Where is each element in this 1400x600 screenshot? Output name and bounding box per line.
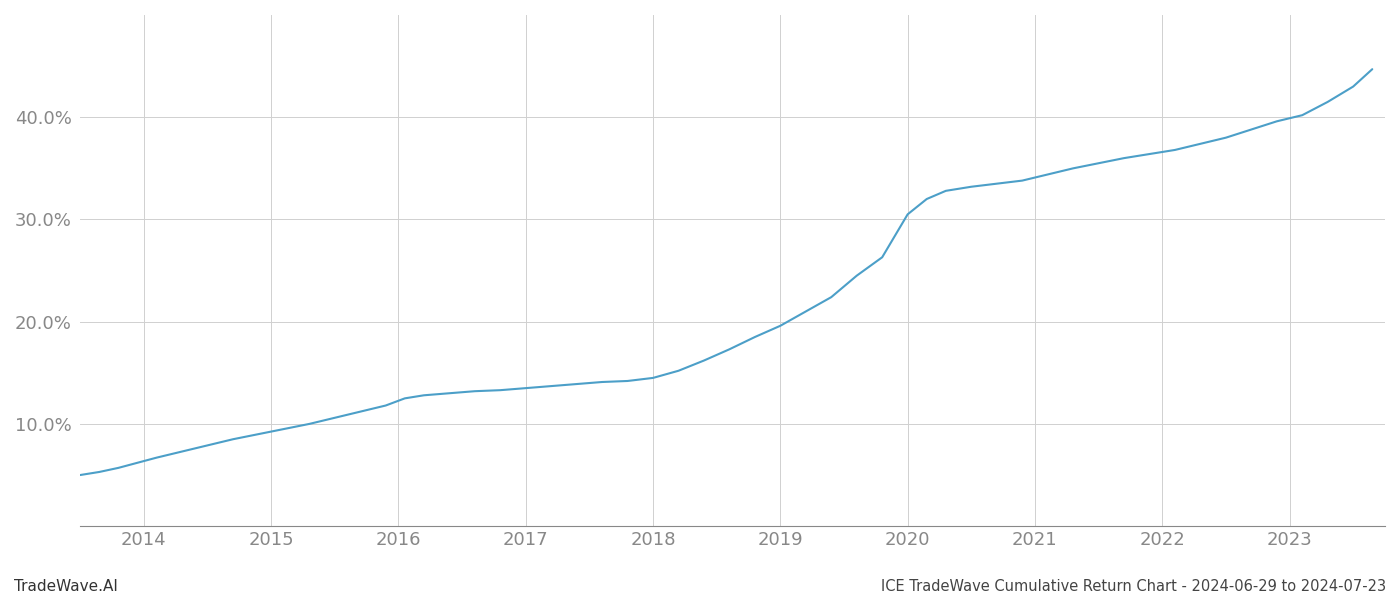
Text: TradeWave.AI: TradeWave.AI: [14, 579, 118, 594]
Text: ICE TradeWave Cumulative Return Chart - 2024-06-29 to 2024-07-23: ICE TradeWave Cumulative Return Chart - …: [881, 579, 1386, 594]
